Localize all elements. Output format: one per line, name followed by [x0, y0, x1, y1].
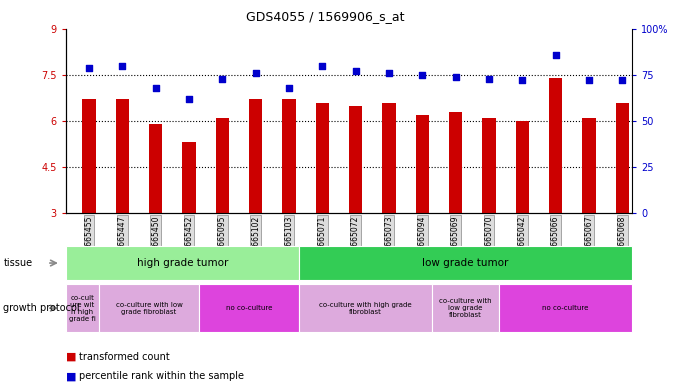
Point — [250, 70, 261, 76]
Point — [583, 77, 594, 83]
Text: low grade tumor: low grade tumor — [422, 258, 509, 268]
Bar — [382, 103, 396, 213]
Point — [84, 65, 95, 71]
Point — [150, 85, 161, 91]
Bar — [66, 284, 99, 332]
Point — [617, 77, 628, 83]
Point — [117, 63, 128, 69]
Bar — [283, 99, 296, 213]
Bar — [82, 99, 95, 213]
Bar — [99, 284, 199, 332]
Bar — [182, 142, 196, 213]
Bar — [216, 118, 229, 213]
Bar — [449, 112, 462, 213]
Bar — [515, 121, 529, 213]
Bar — [349, 106, 362, 213]
Bar — [415, 115, 429, 213]
Point — [350, 68, 361, 74]
Bar — [299, 284, 433, 332]
Text: high grade tumor: high grade tumor — [137, 258, 228, 268]
Text: co-cult
ure wit
h high
grade fi: co-cult ure wit h high grade fi — [69, 295, 96, 322]
Text: percentile rank within the sample: percentile rank within the sample — [79, 371, 245, 381]
Bar — [499, 284, 632, 332]
Text: ■: ■ — [66, 352, 76, 362]
Bar — [433, 284, 499, 332]
Point — [384, 70, 395, 76]
Text: co-culture with high grade
fibroblast: co-culture with high grade fibroblast — [319, 302, 412, 314]
Text: growth protocol: growth protocol — [3, 303, 80, 313]
Point — [417, 72, 428, 78]
Bar — [199, 284, 299, 332]
Point — [450, 74, 461, 80]
Bar — [66, 246, 299, 280]
Bar — [149, 124, 162, 213]
Text: GDS4055 / 1569906_s_at: GDS4055 / 1569906_s_at — [245, 10, 404, 23]
Point — [217, 76, 228, 82]
Bar — [549, 78, 562, 213]
Point — [316, 63, 328, 69]
Point — [550, 51, 561, 58]
Point — [484, 76, 495, 82]
Text: no co-culture: no co-culture — [542, 305, 589, 311]
Bar — [115, 99, 129, 213]
Text: transformed count: transformed count — [79, 352, 170, 362]
Point — [517, 77, 528, 83]
Bar — [316, 103, 329, 213]
Text: tissue: tissue — [3, 258, 32, 268]
Point — [283, 85, 294, 91]
Text: ■: ■ — [66, 371, 76, 381]
Text: no co-culture: no co-culture — [226, 305, 272, 311]
Point — [183, 96, 194, 102]
Bar — [249, 99, 263, 213]
Text: co-culture with low
grade fibroblast: co-culture with low grade fibroblast — [115, 302, 182, 314]
Bar — [583, 118, 596, 213]
Bar — [482, 118, 495, 213]
Bar — [299, 246, 632, 280]
Bar — [616, 103, 629, 213]
Text: co-culture with
low grade
fibroblast: co-culture with low grade fibroblast — [439, 298, 492, 318]
